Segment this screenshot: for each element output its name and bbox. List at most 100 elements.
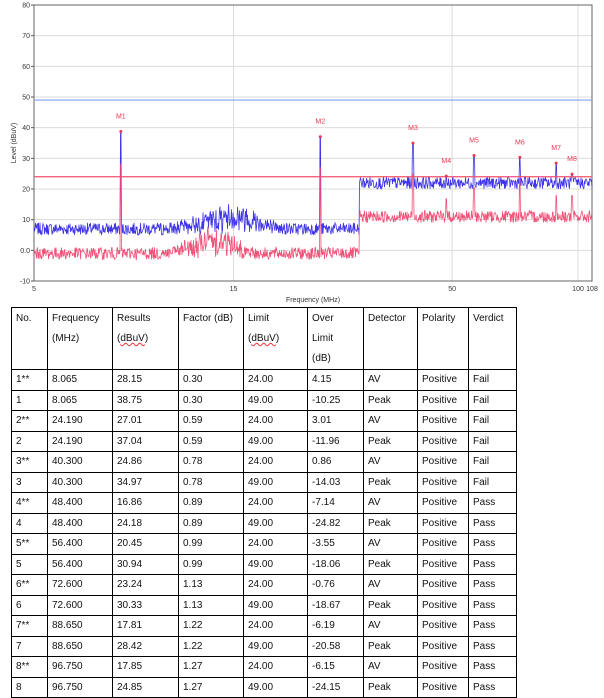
y-tick-label: 50 <box>22 95 30 102</box>
marker-label: M5 <box>469 137 479 144</box>
table-cell: Peak <box>363 471 418 493</box>
table-cell: 24.00 <box>243 574 308 596</box>
x-tick-label: 5 <box>32 286 36 293</box>
table-row: 2 24.190 37.04 0.59 49.00 -11.96 Peak Positive F… <box>11 430 517 452</box>
table-cell: 4.15 <box>307 369 364 391</box>
table-cell: 72.600 <box>47 594 113 616</box>
table-cell: Positive <box>417 471 469 493</box>
table-cell: Fail <box>468 471 517 493</box>
marker-point <box>554 161 558 165</box>
table-cell: 24.00 <box>243 451 308 473</box>
table-cell: 49.00 <box>243 430 308 452</box>
table-cell: Pass <box>468 553 517 575</box>
table-cell: 1** <box>11 369 48 391</box>
table-row: 1** 8.065 28.15 0.30 24.00 4.15 AV Positive Fail <box>11 369 517 391</box>
table-cell: 49.00 <box>243 676 308 698</box>
table-cell: -14.03 <box>307 471 364 493</box>
table-cell: 4** <box>11 492 48 514</box>
table-cell: 17.85 <box>112 656 179 678</box>
table-cell: Positive <box>417 492 469 514</box>
emission-chart: 80 70 60 50 40 30 20 10 0.0 -105 15 50 100 108 Frequen… <box>11 3 598 305</box>
table-row: 4** 48.400 16.86 0.89 24.00 -7.14 AV Positive Pa… <box>11 492 517 514</box>
table-cell: 0.89 <box>178 492 244 514</box>
table-cell: AV <box>363 533 418 555</box>
marker-label: M1 <box>116 114 126 121</box>
table-cell: 72.600 <box>47 574 113 596</box>
table-cell: 4 <box>11 512 48 534</box>
table-cell: 0.30 <box>178 369 244 391</box>
column-header: Results (dBuV) <box>112 307 179 370</box>
table-cell: 30.33 <box>112 594 179 616</box>
marker-point <box>411 141 415 145</box>
table-cell: AV <box>363 451 418 473</box>
header-line: Limit <box>312 333 334 344</box>
table-cell: 48.400 <box>47 492 113 514</box>
table-cell: Positive <box>417 594 469 616</box>
table-cell: 3.01 <box>307 410 364 432</box>
table-cell: Positive <box>417 676 469 698</box>
table-cell: Positive <box>417 451 469 473</box>
table-cell: Peak <box>363 635 418 657</box>
table-cell: 24.190 <box>47 410 113 432</box>
y-tick-label: 10 <box>22 217 30 224</box>
table-cell: 23.24 <box>112 574 179 596</box>
table-cell: 88.650 <box>47 615 113 637</box>
table-cell: 24.190 <box>47 430 113 452</box>
table-cell: Positive <box>417 635 469 657</box>
table-row: 1 8.065 38.75 0.30 49.00 -10.25 Peak Positive Fa… <box>11 389 517 411</box>
table-cell: 49.00 <box>243 512 308 534</box>
marker-point <box>570 172 574 176</box>
table-row: 8 96.750 24.85 1.27 49.00 -24.15 Peak Positive P… <box>11 676 517 698</box>
header-line: Over <box>312 313 334 324</box>
table-cell: 0.59 <box>178 430 244 452</box>
x-tick-label: 50 <box>448 286 456 293</box>
table-cell: Fail <box>468 389 517 411</box>
table-cell: 24.85 <box>112 676 179 698</box>
marker-label: M2 <box>315 119 325 126</box>
header-line: No. <box>16 313 32 324</box>
table-cell: 8 <box>11 676 48 698</box>
table-row: 4 48.400 24.18 0.89 49.00 -24.82 Peak Positive P… <box>11 512 517 534</box>
table-cell: Pass <box>468 533 517 555</box>
header-line: Results <box>117 313 151 324</box>
y-axis-label: Level (dBuV) <box>11 123 18 163</box>
table-cell: Peak <box>363 553 418 575</box>
column-header: No. <box>11 307 48 370</box>
results-table: No. Frequency (MHz) Results (dBuV) Factor (dB… <box>11 307 517 698</box>
table-cell: -0.76 <box>307 574 364 596</box>
header-line: Limit <box>248 313 270 324</box>
table-cell: -18.67 <box>307 594 364 616</box>
column-header: Detector <box>363 307 418 370</box>
marker-label: M3 <box>408 125 418 132</box>
table-cell: 34.97 <box>112 471 179 493</box>
y-tick-label: 20 <box>22 187 30 194</box>
table-cell: 30.94 <box>112 553 179 575</box>
header-line: Verdict <box>473 313 504 324</box>
table-cell: 24.00 <box>243 492 308 514</box>
header-line: Factor (dB) <box>183 313 234 324</box>
table-cell: 40.300 <box>47 471 113 493</box>
table-cell: 0.99 <box>178 533 244 555</box>
column-header: Verdict <box>468 307 517 370</box>
table-cell: 24.18 <box>112 512 179 534</box>
header-line: (dBuV) <box>117 333 149 344</box>
table-cell: Positive <box>417 615 469 637</box>
plot-frame <box>33 4 593 282</box>
table-cell: 17.81 <box>112 615 179 637</box>
trace-av <box>33 163 593 261</box>
x-tick-label: 15 <box>230 286 238 293</box>
table-cell: 3 <box>11 471 48 493</box>
table-cell: 96.750 <box>47 676 113 698</box>
marker-point <box>472 153 476 157</box>
table-cell: 0.30 <box>178 389 244 411</box>
table-cell: 2** <box>11 410 48 432</box>
table-cell: 20.45 <box>112 533 179 555</box>
table-cell: Peak <box>363 430 418 452</box>
table-cell: 24.00 <box>243 533 308 555</box>
table-cell: 49.00 <box>243 471 308 493</box>
table-cell: -20.58 <box>307 635 364 657</box>
y-tick-label: 40 <box>22 125 30 132</box>
table-cell: 40.300 <box>47 451 113 473</box>
table-cell: 1.27 <box>178 656 244 678</box>
marker-label: M8 <box>567 156 577 163</box>
